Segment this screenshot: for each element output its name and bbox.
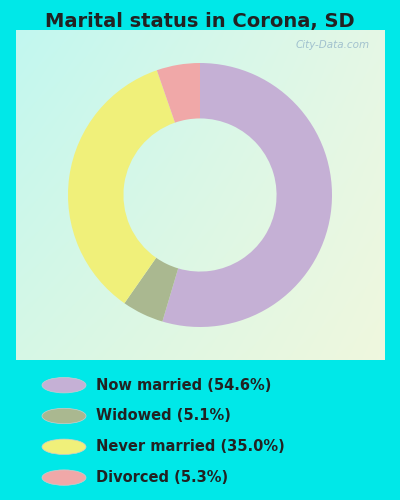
Wedge shape — [68, 70, 175, 303]
Circle shape — [42, 408, 86, 424]
Wedge shape — [162, 63, 332, 327]
Text: Divorced (5.3%): Divorced (5.3%) — [96, 470, 228, 485]
Wedge shape — [157, 63, 200, 122]
Text: Now married (54.6%): Now married (54.6%) — [96, 378, 271, 392]
Text: Widowed (5.1%): Widowed (5.1%) — [96, 408, 231, 424]
Text: Marital status in Corona, SD: Marital status in Corona, SD — [45, 12, 355, 32]
Wedge shape — [124, 258, 178, 322]
Circle shape — [42, 378, 86, 393]
Text: City-Data.com: City-Data.com — [295, 40, 369, 50]
Circle shape — [42, 439, 86, 454]
Circle shape — [42, 470, 86, 486]
Text: Never married (35.0%): Never married (35.0%) — [96, 440, 285, 454]
